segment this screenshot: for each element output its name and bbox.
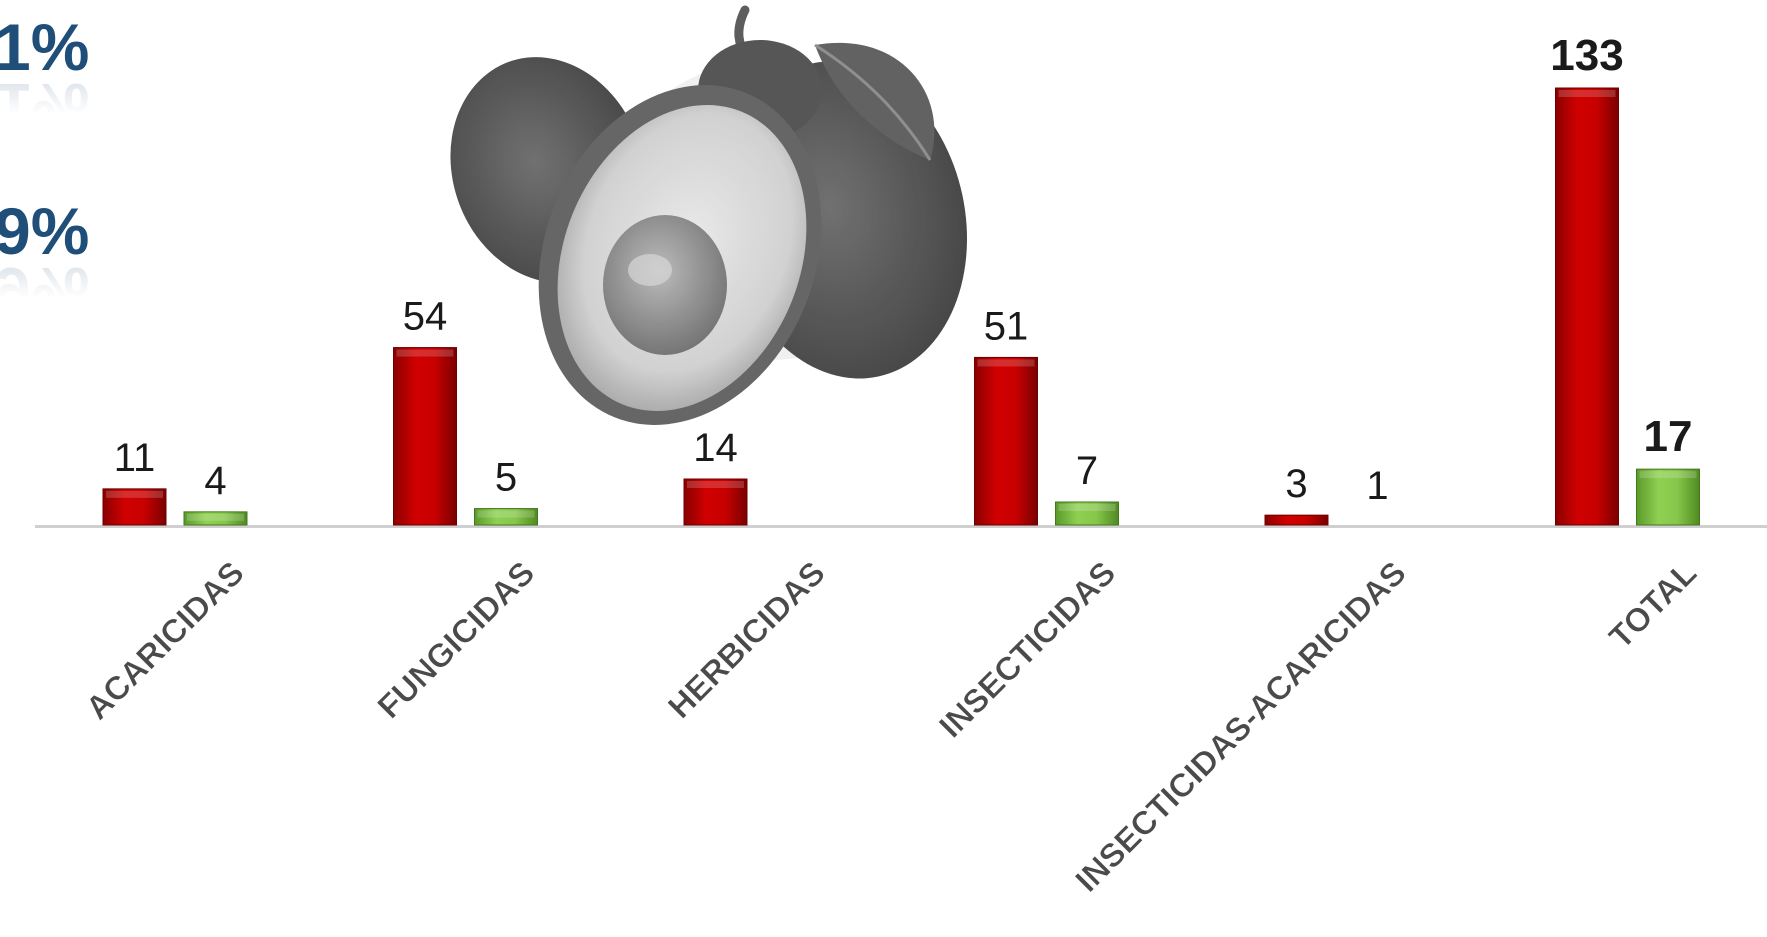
data-label-s2-acaricidas: 4 [204,459,226,503]
bar-s1-total [1555,87,1619,526]
data-label-s2-fungicidas: 5 [495,456,517,500]
category-label-herbicidas: HERBICIDAS [661,554,832,725]
data-label-s1-herbicidas: 14 [693,426,738,470]
bar-highlight [187,513,244,521]
percentage-label-1: 1% [0,10,90,84]
bar-highlight [477,510,535,518]
avocado-illustration [450,5,968,425]
bar-highlight [687,481,744,488]
bar-highlight [977,359,1035,367]
data-label-s1-fungicidas: 54 [403,295,448,339]
bar-highlight [396,349,454,357]
bar-highlight [1058,504,1116,511]
data-label-s2-total: 17 [1644,412,1693,461]
data-label-s1-insecticidas: 51 [984,304,1029,348]
category-label-insecticidas: INSECTICIDAS [932,554,1123,745]
bar-highlight [1558,90,1616,97]
bar-s2-fungicidas [474,508,538,526]
bar-highlight [106,490,163,498]
bar-s1-insecticidas-acaricidas [1264,514,1329,526]
bar-s1-insecticidas [974,356,1038,526]
category-label-fungicidas: FUNGICIDAS [370,554,541,725]
category-label-total: TOTAL [1602,554,1704,656]
percentage-label-2: 9% [0,194,90,268]
bar-s1-acaricidas [102,488,167,526]
bar-s2-total [1636,468,1700,526]
category-label-acaricidas: ACARICIDAS [78,554,251,727]
bar-s2-acaricidas [183,511,248,526]
data-label-s2-insecticidas-acaricidas: 1 [1366,464,1388,508]
bar-s1-herbicidas [683,478,748,526]
bar-s2-insecticidas [1055,501,1119,526]
data-label-s1-total: 133 [1550,31,1623,80]
data-label-s1-acaricidas: 11 [114,436,156,480]
bar-s1-fungicidas [393,347,457,526]
category-label-insecticidas-acaricidas: INSECTICIDAS-ACARICIDAS [1068,554,1413,899]
data-label-s1-insecticidas-acaricidas: 3 [1285,462,1307,506]
bar-highlight [1639,471,1697,479]
data-label-s2-insecticidas: 7 [1076,449,1098,493]
